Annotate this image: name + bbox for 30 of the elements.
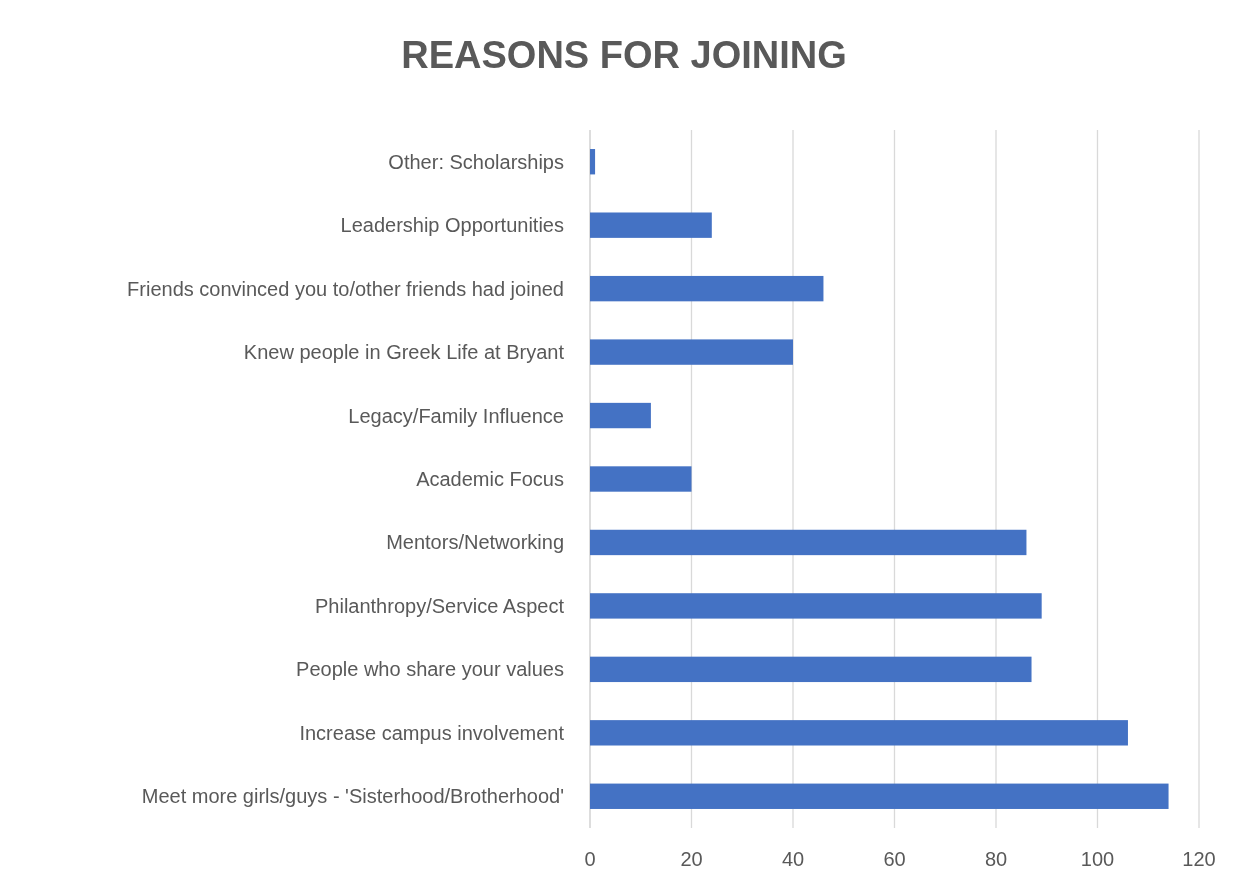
bar	[590, 529, 1027, 556]
x-tick-label: 120	[1182, 848, 1216, 870]
chart-title: REASONS FOR JOINING	[401, 34, 847, 76]
y-tick-label: Legacy/Family Influence	[348, 404, 564, 427]
bar	[590, 783, 1169, 809]
x-tick-label: 100	[1080, 848, 1115, 870]
y-tick-label: Friends convinced you to/other friends had joined	[127, 277, 564, 300]
bar	[590, 656, 1032, 683]
y-tick-label: Academic Focus	[416, 468, 564, 490]
bar	[590, 593, 1042, 619]
bar	[590, 149, 596, 175]
y-tick-label: Increase campus involvement	[299, 721, 565, 744]
x-tick-label: 80	[984, 848, 1008, 870]
bar	[590, 720, 1128, 746]
x-tick-label: 20	[680, 848, 703, 870]
bar	[590, 402, 651, 429]
bar	[590, 466, 692, 492]
y-tick-label: Leadership Opportunities	[340, 214, 564, 237]
bar	[590, 339, 793, 365]
y-tick-label: Meet more girls/guys - 'Sisterhood/Brotherhood'	[141, 785, 564, 808]
x-tick-label: 40	[781, 848, 805, 870]
bar	[590, 275, 824, 302]
y-tick-label: Knew people in Greek Life at Bryant	[243, 341, 565, 364]
x-tick-label: 60	[883, 848, 906, 870]
bar	[590, 212, 712, 238]
y-tick-label: Philanthropy/Service Aspect	[314, 594, 565, 617]
y-tick-label: Mentors/Networking	[386, 531, 564, 554]
y-tick-label: People who share your values	[296, 658, 564, 681]
x-tick-label: 0	[584, 848, 596, 870]
y-tick-label: Other: Scholarships	[388, 150, 564, 173]
